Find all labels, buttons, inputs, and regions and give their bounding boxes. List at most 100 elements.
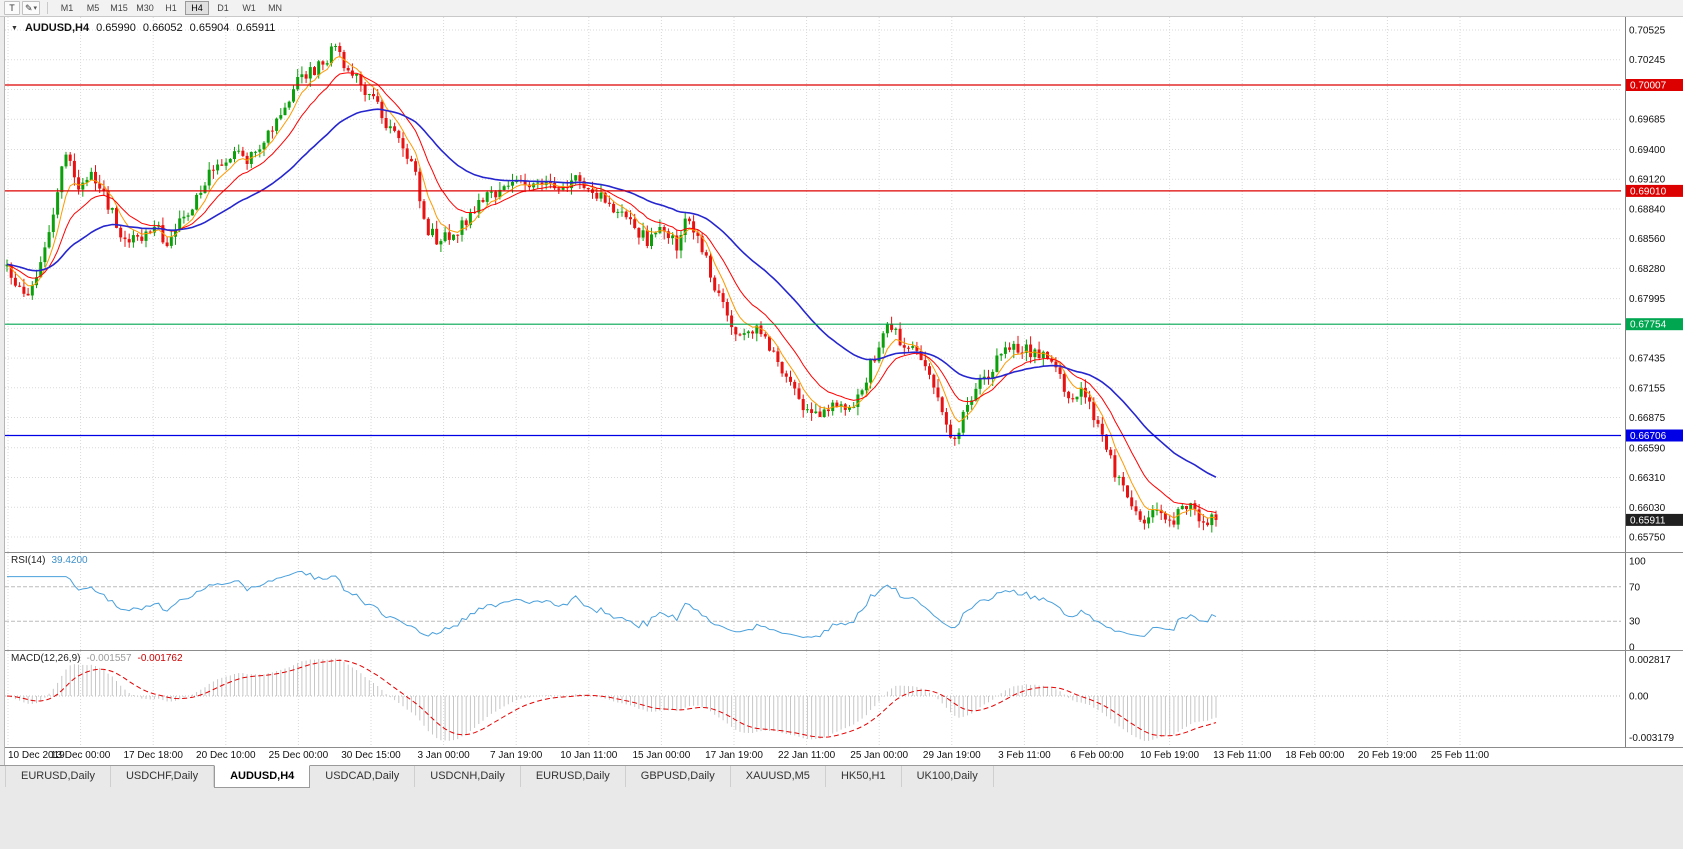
tab-3-usdcad-daily[interactable]: USDCAD,Daily [310,766,416,787]
ma-line-6 [6,55,1217,519]
svg-text:0.67754: 0.67754 [1630,320,1667,331]
svg-text:0.66590: 0.66590 [1629,443,1666,454]
ohlc-close: 0.65911 [236,22,276,34]
svg-text:0.68560: 0.68560 [1629,234,1666,245]
timeframe-button-m30[interactable]: M30 [136,3,154,13]
rsi-indicator-label: RSI(14) 39.4200 [11,555,88,566]
time-axis-label: 13 Dec 00:00 [50,750,111,761]
toolbar-separator [47,2,49,14]
top-toolbar: T ✎ ▾ M1 M5 M15 M30 H1 H4 D1 W1 MN [0,0,1683,17]
svg-text:0.66875: 0.66875 [1629,413,1666,424]
timeframe-button-d1[interactable]: D1 [217,3,229,13]
svg-text:0.66706: 0.66706 [1630,431,1667,442]
rsi-pane[interactable]: 100 70 30 0 [5,553,1683,650]
svg-text:0.00: 0.00 [1629,692,1649,703]
price-badge: 0.65911 [1626,513,1683,526]
time-axis-label: 20 Dec 10:00 [196,750,256,761]
svg-text:0.69685: 0.69685 [1629,115,1666,126]
chart-tabs: EURUSD,Daily USDCHF,Daily AUDUSD,H4 USDCAD,… [0,765,1683,788]
tab-0-eurusd-daily[interactable]: EURUSD,Daily [5,766,111,787]
main-price-pane[interactable]: 0.70525 0.70245 0.69685 0.69400 0.69120 0.688… [5,17,1683,552]
timeframe-button-h4[interactable]: H4 [185,1,210,15]
svg-text:0.70007: 0.70007 [1630,81,1667,92]
candles-layer [5,42,1218,533]
tab-7-xauusd-m5[interactable]: XAUUSD,M5 [731,766,826,787]
time-axis-label: 25 Dec 00:00 [268,750,329,761]
draw-tool-button[interactable]: ✎ ▾ [22,1,41,15]
ohlc-high: 0.66052 [142,22,183,34]
macd-name: MACD(12,26,9) [11,653,81,664]
macd-pane[interactable]: 0.002817 0.00 -0.003179 [5,651,1683,747]
bottom-tab-bar: EURUSD,Daily USDCHF,Daily AUDUSD,H4 USDCAD,… [0,765,1683,849]
time-axis-label: 25 Jan 00:00 [850,750,909,761]
timeframe-button-w1[interactable]: W1 [242,3,256,13]
time-axis-label: 10 Feb 19:00 [1140,750,1200,761]
time-axis-label: 17 Jan 19:00 [705,750,763,761]
pen-icon: ✎ [25,2,33,13]
ma-line-14 [6,72,1217,514]
ohlc-low: 0.65904 [189,22,230,34]
timeframe-button-m5[interactable]: M5 [86,3,100,13]
svg-text:100: 100 [1629,557,1646,568]
time-axis-label: 13 Feb 11:00 [1213,750,1272,761]
pane-separator [5,747,1683,748]
price-badge: 0.70007 [1626,79,1683,92]
collapse-arrow-icon[interactable]: ▼ [11,24,18,32]
svg-text:0.66030: 0.66030 [1629,503,1666,514]
tab-2-audusd-h4[interactable]: AUDUSD,H4 [214,765,311,788]
macd-signal-value: -0.001762 [137,653,183,664]
svg-text:0.65750: 0.65750 [1629,533,1666,544]
svg-text:0.65911: 0.65911 [1630,515,1666,526]
tab-1-usdchf-daily[interactable]: USDCHF,Daily [111,766,215,787]
time-axis-label: 10 Jan 11:00 [560,750,618,761]
svg-text:0.67435: 0.67435 [1629,354,1666,365]
svg-text:70: 70 [1629,582,1641,593]
chart-symbol-period: AUDUSD,H4 [24,22,90,34]
svg-text:0.002817: 0.002817 [1629,655,1671,666]
macd-indicator-label: MACD(12,26,9) -0.001557 -0.001762 [11,653,183,664]
time-axis[interactable]: 10 Dec 2019 13 Dec 00:00 17 Dec 18:00 20 De… [5,748,1621,765]
tab-4-usdcnh-daily[interactable]: USDCNH,Daily [415,766,521,787]
time-axis-label: 30 Dec 15:00 [341,750,401,761]
timeframe-buttons: M1 M5 M15 M30 H1 H4 D1 W1 MN [55,1,287,15]
svg-text:0.69400: 0.69400 [1629,145,1666,156]
price-badge: 0.69010 [1626,184,1683,197]
svg-text:0.70245: 0.70245 [1629,55,1666,66]
svg-text:0.67155: 0.67155 [1629,383,1666,394]
macd-histogram [10,658,1217,741]
svg-text:0.69010: 0.69010 [1630,186,1667,197]
timeframe-button-mn[interactable]: MN [268,3,283,13]
time-axis-label: 3 Feb 11:00 [998,750,1051,761]
macd-signal-line [6,659,1217,738]
chart-type-button[interactable]: T [4,1,20,15]
chart-window: 0.70525 0.70245 0.69685 0.69400 0.69120 0.688… [4,17,1683,765]
price-badge: 0.66706 [1626,429,1683,442]
timeframe-button-m1[interactable]: M1 [60,3,74,13]
svg-text:0.66310: 0.66310 [1629,473,1666,484]
tab-6-gbpusd-daily[interactable]: GBPUSD,Daily [626,766,731,787]
tab-5-eurusd-daily[interactable]: EURUSD,Daily [521,766,626,787]
time-axis-label: 7 Jan 19:00 [490,750,543,761]
svg-text:0: 0 [1629,643,1635,651]
time-axis-label: 17 Dec 18:00 [123,750,183,761]
svg-text:0.69120: 0.69120 [1629,175,1666,186]
pane-separator[interactable] [5,650,1683,651]
svg-text:0.68840: 0.68840 [1629,204,1666,215]
price-badge: 0.67754 [1626,318,1683,331]
timeframe-button-h1[interactable]: H1 [165,3,177,13]
pane-separator[interactable] [5,552,1683,553]
time-axis-label: 6 Feb 00:00 [1070,750,1124,761]
tab-8-hk50-h1[interactable]: HK50,H1 [826,766,902,787]
time-axis-label: 20 Feb 19:00 [1357,750,1417,761]
rsi-name: RSI(14) [11,555,46,566]
time-axis-label: 10 Dec 2019 [8,750,65,761]
time-axis-label: 3 Jan 00:00 [417,750,470,761]
svg-text:0.70525: 0.70525 [1629,26,1666,37]
tab-9-uk100-daily[interactable]: UK100,Daily [902,766,994,787]
timeframe-button-m15[interactable]: M15 [110,3,128,13]
rsi-line [7,570,1217,639]
chevron-down-icon: ▾ [33,5,38,12]
rsi-value: 39.4200 [51,555,88,566]
time-axis-label: 29 Jan 19:00 [922,750,981,761]
ma-line-40 [6,108,1217,478]
